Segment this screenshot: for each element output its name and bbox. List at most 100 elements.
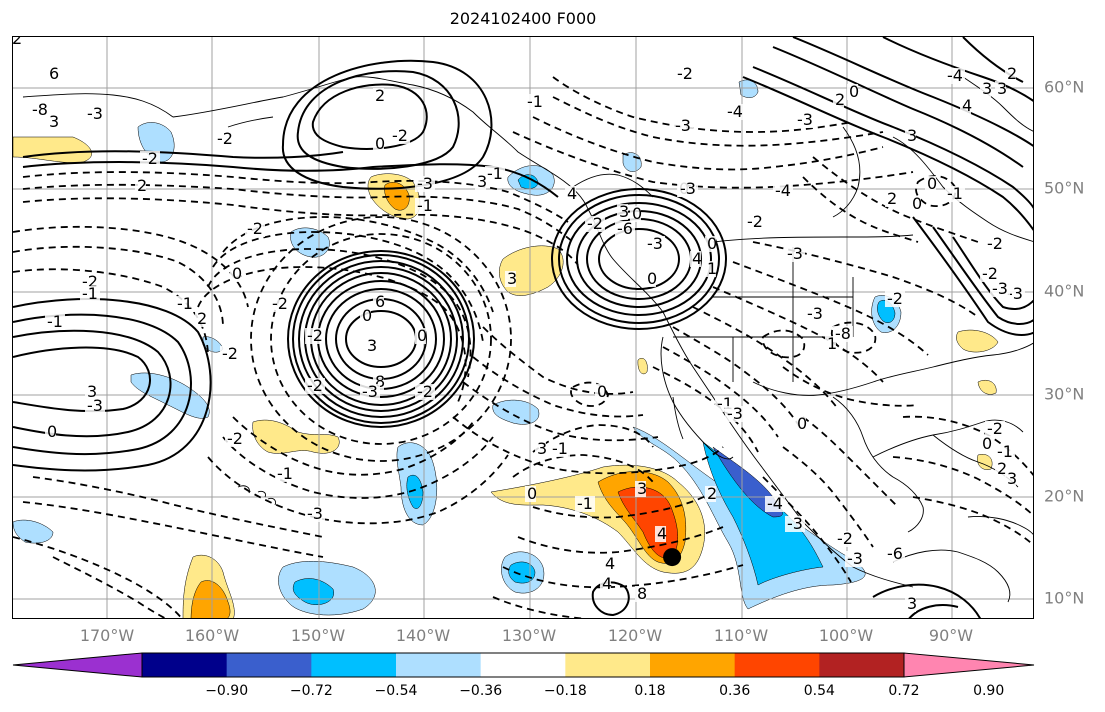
contour-label-bg [525, 94, 545, 110]
contour-label: -1 [487, 164, 503, 183]
contour-label: 3 [537, 439, 547, 458]
contour-label-bg [1005, 66, 1016, 82]
contour-label-bg [85, 106, 105, 122]
contour-label-bg [47, 114, 58, 130]
shaded-region [508, 561, 536, 584]
contour-label: 2 [137, 176, 147, 195]
contour-label: -2 [307, 326, 323, 345]
lon-label: 120°W [607, 626, 663, 645]
negative-contour [232, 416, 474, 476]
contour-label-bg [995, 444, 1015, 460]
contour-label-bg [390, 128, 410, 144]
colorbar-tick-label: −0.18 [543, 683, 587, 699]
graticule [13, 37, 1033, 618]
contour-label-bg [825, 336, 836, 352]
contour-label: -4 [947, 66, 963, 85]
contour-label: -2 [227, 429, 243, 448]
contour-label-bg [805, 306, 825, 322]
contour-label-bg [600, 576, 611, 592]
contour-label: -3 [307, 504, 323, 523]
positive-contour [281, 59, 493, 190]
contour-label-bg [847, 84, 858, 100]
contour-label-bg [985, 421, 1005, 437]
contour-label: -3 [847, 549, 863, 568]
contour-label-bg [415, 198, 435, 214]
contour-label: 3 [982, 79, 992, 98]
negative-contour [892, 456, 1033, 517]
contour-label: -1 [997, 442, 1013, 461]
negative-contour [270, 233, 492, 445]
contour-label: -2 [222, 344, 238, 363]
lat-label: 40°N [1044, 281, 1085, 301]
contour-label: 3 [367, 336, 377, 355]
contour-label-bg [925, 176, 936, 192]
contour-label-bg [985, 236, 1005, 252]
map-panel: 3 6 8 -8 6 3 2 2 0 -1 -2 -1 -1 4 3 -2 -3 -4 -3 2 3 0 0 4 3 2 -3 -2-… [12, 36, 1034, 619]
contour-label-bg [373, 88, 384, 104]
lat-label: 60°N [1044, 77, 1085, 97]
negative-contour [712, 286, 884, 383]
contour-label: 4 [657, 524, 667, 543]
positive-contour [932, 226, 1033, 325]
lat-label: 10°N [1044, 588, 1085, 608]
lon-label: 170°W [79, 626, 135, 645]
contour-label-bg [30, 102, 50, 118]
shaded-region [956, 329, 999, 353]
contour-label: 2 [13, 37, 22, 48]
negative-contour [761, 329, 806, 359]
contour-label: 3 [507, 269, 517, 288]
contour-label: -3 [807, 304, 823, 323]
contour-label: -3 [417, 174, 433, 193]
contour-label-bg [195, 311, 206, 327]
positive-contour [311, 83, 428, 150]
negative-contour [532, 494, 709, 519]
negative-contour [802, 176, 919, 243]
contour-label: -1 [82, 284, 98, 303]
coastline [267, 497, 276, 506]
contour-label-bg [785, 246, 805, 262]
contour-label: 0 [797, 414, 807, 433]
negative-contour [13, 245, 224, 328]
colorbar-segment [565, 653, 651, 677]
shaded-region [637, 357, 648, 375]
contour-label-bg [845, 551, 865, 567]
negative-contour [472, 356, 644, 418]
contour-label: 6 [375, 292, 385, 311]
contour-label-bg [795, 112, 815, 128]
contour-label: -2 [837, 529, 853, 548]
contour-label-bg [360, 384, 380, 400]
coastline [227, 116, 274, 128]
positive-contour [962, 37, 1024, 83]
contour-label: -3 [787, 514, 803, 533]
contour-label: -4 [775, 181, 791, 200]
colorbar-tick-label: 0.54 [803, 683, 835, 699]
contour-label: 0 [849, 82, 859, 101]
contour-label-bg [655, 526, 666, 542]
contour-label-bg [990, 281, 1010, 297]
map-title: 2024102400 F000 [449, 9, 597, 28]
contour-label: 0 [232, 264, 242, 283]
negative-contour [13, 268, 209, 358]
negative-contour [912, 496, 1033, 547]
contour-label-bg [995, 461, 1006, 477]
contour-label-bg [373, 294, 384, 310]
contour-label: 0 [597, 382, 607, 401]
coastline [672, 396, 684, 440]
shaded-anomaly-layer [13, 79, 999, 618]
positive-contour [912, 216, 1033, 336]
contour-label: 0 [912, 194, 922, 213]
contour-label: 3 [619, 202, 629, 221]
negative-contour [512, 454, 654, 483]
contour-label: -3 [787, 244, 803, 263]
shaded-region [252, 419, 340, 454]
lon-label: 160°W [184, 626, 240, 645]
contour-label: -2 [677, 64, 693, 83]
positive-contour [345, 310, 417, 368]
contour-label: -2 [142, 149, 158, 168]
negative-contour [250, 216, 512, 462]
positive-contour [952, 236, 1033, 310]
contour-label: 3 [997, 79, 1007, 98]
contour-label-bg [678, 181, 698, 197]
positive-contour [872, 583, 981, 618]
colorbar-tick-label: 0.90 [973, 683, 1005, 699]
